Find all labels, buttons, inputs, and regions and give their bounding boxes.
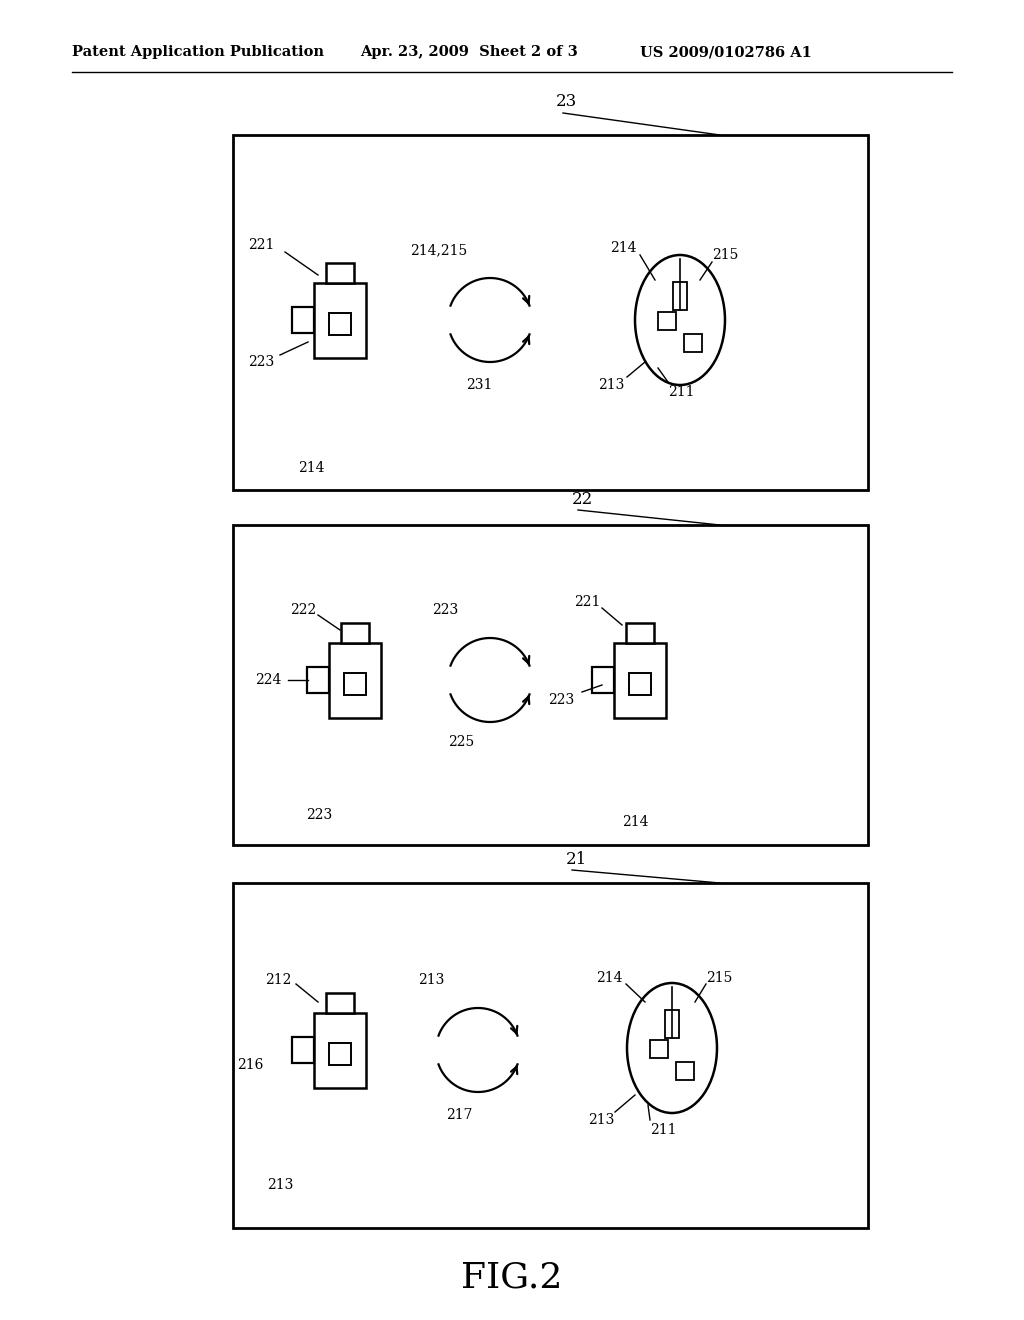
Text: 22: 22	[572, 491, 593, 508]
Text: 213: 213	[588, 1113, 614, 1127]
Bar	[658, 312, 676, 330]
Bar	[329, 313, 351, 335]
Text: US 2009/0102786 A1: US 2009/0102786 A1	[640, 45, 812, 59]
Ellipse shape	[635, 255, 725, 385]
Text: 222: 222	[290, 603, 316, 616]
Text: 213: 213	[418, 973, 444, 987]
Bar	[326, 993, 354, 1012]
Ellipse shape	[627, 983, 717, 1113]
Bar	[650, 1040, 668, 1059]
Text: 23: 23	[556, 94, 578, 111]
Bar	[626, 623, 654, 643]
Text: FIG.2: FIG.2	[462, 1261, 562, 1295]
Bar	[673, 282, 687, 310]
Text: 214,215: 214,215	[410, 243, 467, 257]
Bar	[307, 667, 329, 693]
Text: 223: 223	[432, 603, 459, 616]
Text: 223: 223	[248, 355, 274, 370]
Text: 216: 216	[237, 1059, 263, 1072]
Text: 212: 212	[265, 973, 292, 987]
Text: 225: 225	[449, 735, 474, 748]
Text: 214: 214	[610, 242, 637, 255]
Text: 213: 213	[267, 1177, 293, 1192]
Bar	[326, 263, 354, 282]
Bar	[292, 308, 314, 333]
Bar	[341, 623, 369, 643]
Bar	[314, 282, 366, 358]
Bar	[629, 673, 651, 696]
Text: 223: 223	[306, 808, 332, 822]
Text: 21: 21	[566, 851, 587, 869]
Text: 215: 215	[706, 972, 732, 985]
Text: Patent Application Publication: Patent Application Publication	[72, 45, 324, 59]
Text: 217: 217	[446, 1107, 472, 1122]
Text: 211: 211	[668, 385, 694, 399]
Text: 221: 221	[574, 595, 600, 609]
Bar	[233, 525, 868, 845]
Bar	[684, 334, 702, 352]
Bar	[292, 1038, 314, 1063]
Bar	[329, 643, 381, 718]
Bar	[614, 643, 666, 718]
Text: 214: 214	[596, 972, 623, 985]
Bar	[233, 883, 868, 1228]
Text: 224: 224	[255, 673, 282, 686]
Text: 221: 221	[248, 238, 274, 252]
Bar	[665, 1010, 679, 1038]
Text: 211: 211	[650, 1123, 677, 1137]
Text: 223: 223	[548, 693, 574, 708]
Bar	[314, 1012, 366, 1088]
Bar	[344, 673, 366, 696]
Text: 214: 214	[298, 461, 325, 475]
Text: 214: 214	[622, 814, 648, 829]
Text: 231: 231	[466, 378, 493, 392]
Bar	[329, 1043, 351, 1065]
Text: 213: 213	[598, 378, 625, 392]
Bar	[676, 1063, 694, 1080]
Bar	[592, 667, 614, 693]
Text: 215: 215	[712, 248, 738, 261]
Text: Apr. 23, 2009  Sheet 2 of 3: Apr. 23, 2009 Sheet 2 of 3	[360, 45, 578, 59]
Bar	[233, 135, 868, 490]
